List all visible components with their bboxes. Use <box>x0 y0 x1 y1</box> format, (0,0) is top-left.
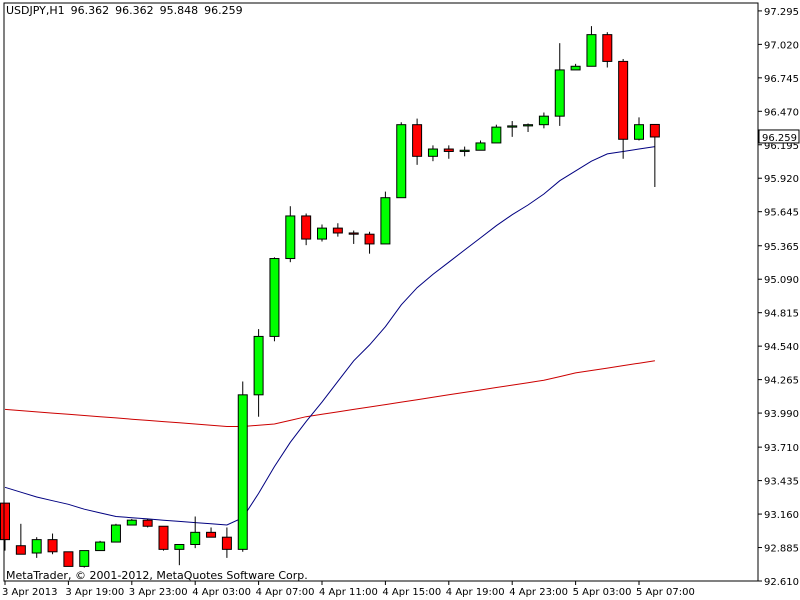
candle-bull <box>507 125 518 128</box>
candle-bull <box>31 539 42 554</box>
y-tick-label: 96.745 <box>764 74 799 85</box>
x-tick-label: 5 Apr 07:00 <box>636 587 695 598</box>
y-tick-label: 95.090 <box>764 275 799 286</box>
y-tick-label: 94.540 <box>764 342 799 353</box>
y-tick-label: 97.295 <box>764 7 799 18</box>
candle-bull <box>523 124 534 127</box>
candle-bear <box>412 124 423 157</box>
ohlc-close: 96.259 <box>204 4 243 17</box>
y-tick-label: 95.645 <box>764 208 799 219</box>
y-tick-label: 94.265 <box>764 376 799 387</box>
candle-bull <box>396 124 407 199</box>
moving-average-layer <box>4 146 655 526</box>
candle-bull <box>237 394 248 550</box>
candle-bear <box>142 519 153 527</box>
candle-bull <box>269 258 280 337</box>
candle-bull <box>110 524 121 543</box>
copyright-text: MetaTrader, © 2001-2012, MetaQuotes Soft… <box>6 569 308 582</box>
x-tick-label: 5 Apr 03:00 <box>573 587 632 598</box>
candle-bull <box>586 34 597 67</box>
y-tick-label: 95.920 <box>764 174 799 185</box>
chart-header: USDJPY,H1 96.362 96.362 95.848 96.259 <box>6 4 249 17</box>
y-tick-label: 97.020 <box>764 40 799 51</box>
x-tick-label: 4 Apr 19:00 <box>446 587 505 598</box>
candle-bull <box>174 543 185 550</box>
y-tick-label: 94.815 <box>764 309 799 320</box>
x-tick-label: 4 Apr 23:00 <box>509 587 568 598</box>
y-tick-label: 96.470 <box>764 107 799 118</box>
candle-bull <box>95 541 106 552</box>
x-tick-label: 4 Apr 07:00 <box>256 587 315 598</box>
y-tick-label: 93.710 <box>764 443 799 454</box>
y-tick-label: 93.160 <box>764 510 799 521</box>
x-tick-label: 4 Apr 15:00 <box>382 587 441 598</box>
candle-bull <box>475 142 486 151</box>
y-tick-label: 96.195 <box>764 141 799 152</box>
ma-slow-line <box>4 360 655 427</box>
candle-bull <box>190 531 201 545</box>
current-price-tag <box>758 129 800 144</box>
ma-fast-line <box>4 146 655 526</box>
current-price-label: 96.259 <box>762 133 797 144</box>
plot-frame <box>3 2 759 582</box>
x-tick-label: 4 Apr 03:00 <box>192 587 251 598</box>
candle-bear <box>15 545 26 555</box>
candle-bull <box>491 126 502 144</box>
candle-bull <box>285 215 296 260</box>
candle-bull <box>427 148 438 157</box>
x-tick-label: 3 Apr 2013 <box>2 587 57 598</box>
y-tick-label: 95.365 <box>764 242 799 253</box>
ohlc-low: 95.848 <box>159 4 199 17</box>
candle-bear <box>348 232 359 235</box>
candle-bull <box>459 149 470 152</box>
candle-bear <box>221 536 232 550</box>
candle-bull <box>79 550 90 567</box>
candle-layer <box>0 26 660 568</box>
candle-bull <box>317 227 327 240</box>
candle-bull <box>634 124 644 140</box>
candle-bull <box>380 197 391 245</box>
candle-bear <box>47 539 58 553</box>
candle-bear <box>443 148 454 152</box>
x-tick-label: 4 Apr 11:00 <box>319 587 378 598</box>
candle-bull <box>570 65 581 71</box>
y-tick-label: 92.885 <box>764 544 799 555</box>
candle-bear <box>364 233 375 245</box>
candle-bear <box>0 502 10 541</box>
candle-bear <box>206 531 217 538</box>
candle-bull <box>126 519 137 526</box>
x-tick-label: 3 Apr 23:00 <box>129 587 188 598</box>
x-tick-label: 3 Apr 19:00 <box>65 587 124 598</box>
candle-bear <box>602 34 613 62</box>
candle-bull <box>538 115 549 126</box>
y-tick-label: 93.435 <box>764 477 799 488</box>
candle-bull <box>253 335 264 396</box>
candle-bull <box>554 69 565 117</box>
candle-bear <box>158 525 169 550</box>
ohlc-open: 96.362 <box>70 4 110 17</box>
candle-bear <box>649 123 660 138</box>
candle-bear <box>618 60 629 140</box>
y-tick-label: 93.990 <box>764 409 799 420</box>
symbol-label: USDJPY,H1 <box>6 4 65 17</box>
ohlc-high: 96.362 <box>115 4 154 17</box>
y-tick-label: 92.610 <box>764 577 799 588</box>
candle-bear <box>332 227 343 234</box>
candle-bear <box>301 215 312 240</box>
candle-bear <box>63 551 74 567</box>
